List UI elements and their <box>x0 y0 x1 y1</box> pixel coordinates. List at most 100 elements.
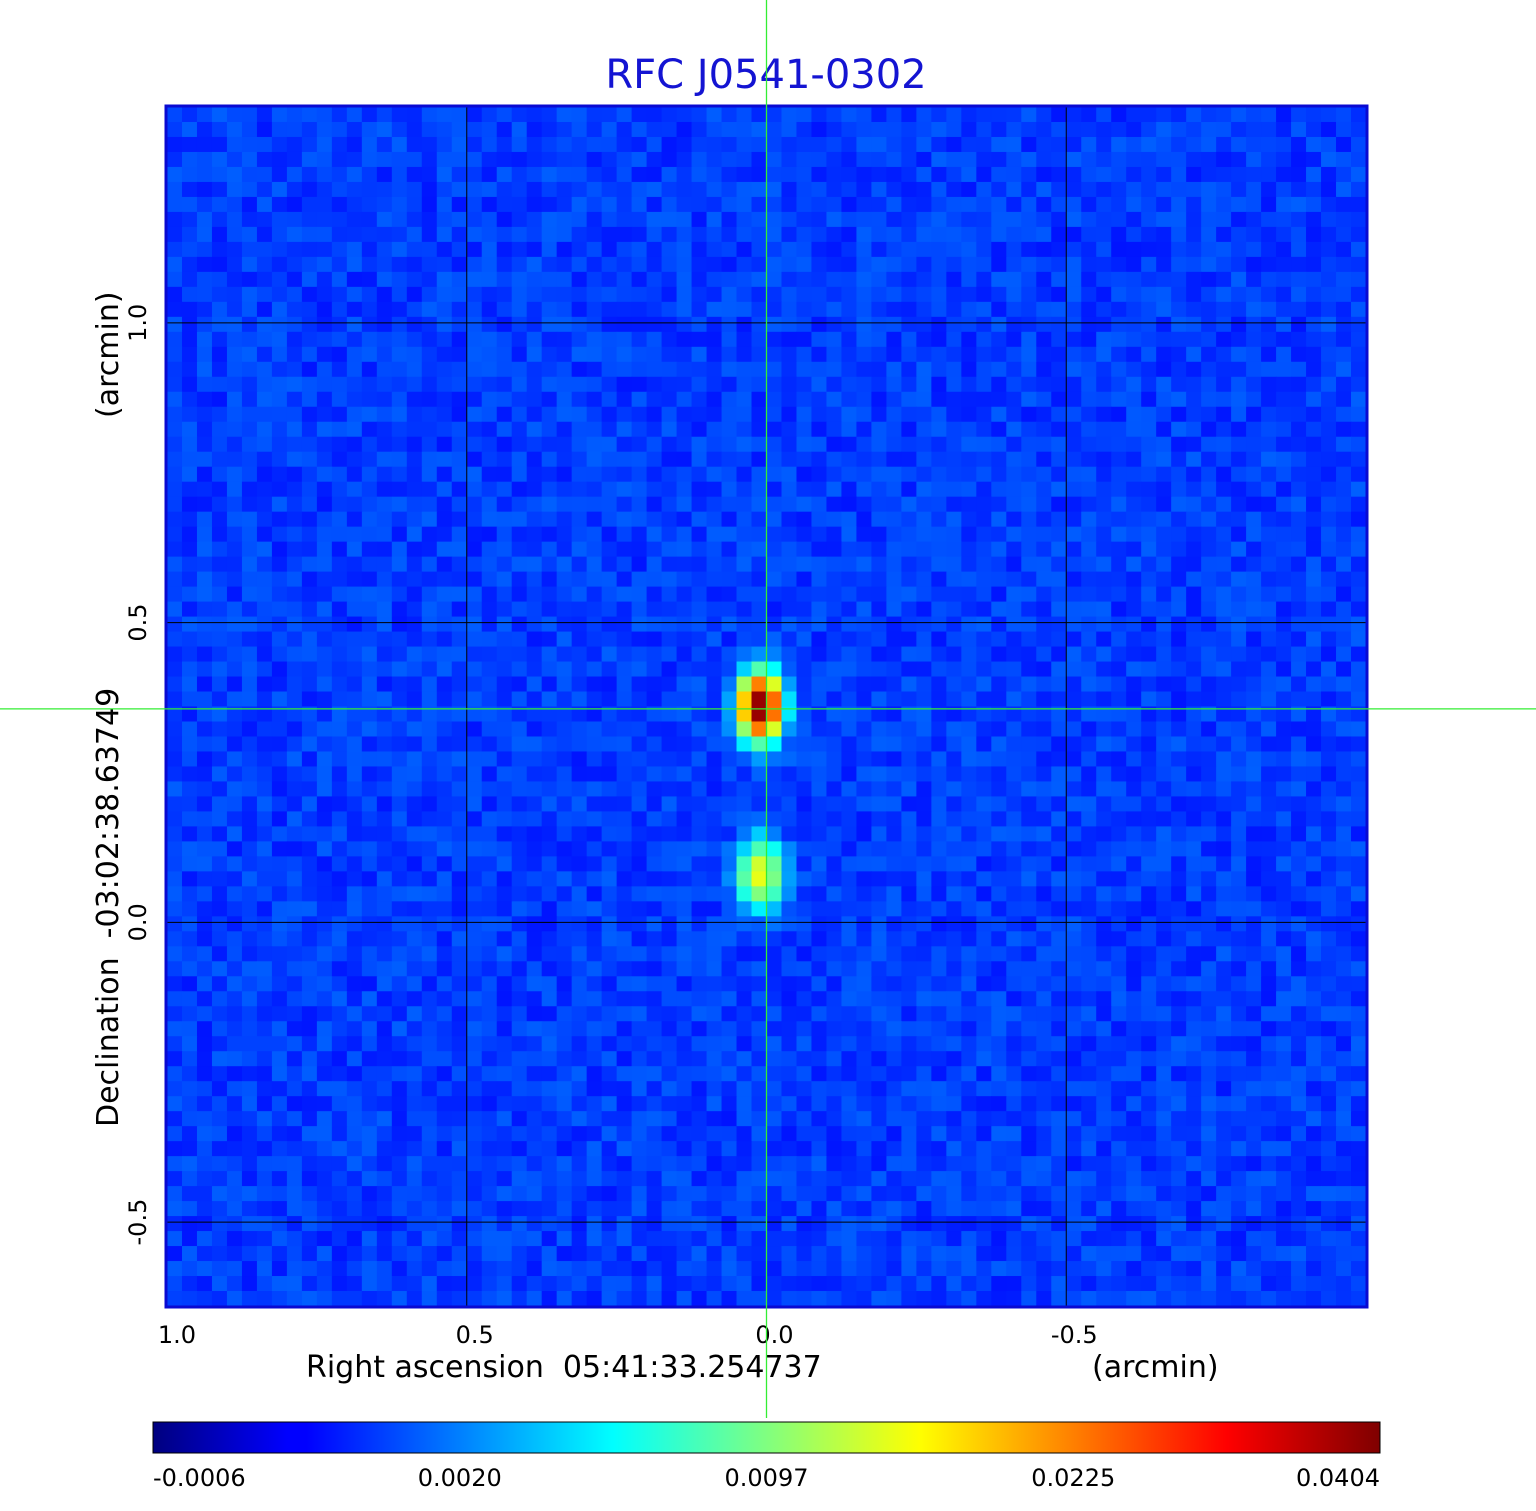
map-pixel <box>871 361 887 378</box>
map-pixel <box>781 676 798 693</box>
map-pixel <box>991 676 1007 693</box>
map-pixel <box>676 346 693 363</box>
map-pixel <box>1351 226 1366 243</box>
map-pixel <box>541 406 558 423</box>
map-pixel <box>1171 107 1187 123</box>
map-pixel <box>601 871 618 887</box>
map-pixel <box>436 886 453 902</box>
map-pixel <box>1231 571 1247 588</box>
map-pixel <box>1291 811 1307 827</box>
map-pixel <box>766 916 783 932</box>
map-pixel <box>421 946 438 962</box>
map-pixel <box>571 256 588 273</box>
map-pixel <box>286 931 303 947</box>
map-pixel <box>1291 556 1307 573</box>
map-pixel <box>1201 736 1217 753</box>
map-pixel <box>511 481 528 498</box>
map-pixel <box>346 376 363 393</box>
map-pixel <box>631 286 648 303</box>
map-pixel <box>586 766 603 783</box>
map-pixel <box>466 271 483 288</box>
map-pixel <box>991 661 1007 678</box>
map-pixel <box>826 316 843 333</box>
map-pixel <box>871 1021 887 1037</box>
map-pixel <box>1351 571 1366 588</box>
map-pixel <box>1111 286 1127 303</box>
map-pixel <box>1126 886 1142 902</box>
map-pixel <box>256 916 273 932</box>
map-pixel <box>841 721 858 738</box>
map-pixel <box>706 256 723 273</box>
map-pixel <box>736 916 753 932</box>
map-pixel <box>1276 391 1292 408</box>
map-pixel <box>631 316 648 333</box>
map-pixel <box>931 331 947 348</box>
map-pixel <box>721 886 738 902</box>
map-pixel <box>301 751 318 768</box>
map-pixel <box>1171 166 1187 183</box>
map-pixel <box>1186 451 1202 468</box>
map-pixel <box>1321 331 1337 348</box>
map-pixel <box>226 931 243 947</box>
map-pixel <box>961 121 977 138</box>
map-pixel <box>1126 586 1142 603</box>
map-pixel <box>991 721 1007 738</box>
map-pixel <box>646 931 663 947</box>
map-pixel <box>961 766 977 783</box>
map-pixel <box>781 196 798 213</box>
map-pixel <box>286 226 303 243</box>
map-pixel <box>781 616 798 633</box>
map-pixel <box>901 511 917 528</box>
map-pixel <box>601 421 618 438</box>
map-pixel <box>1171 181 1187 198</box>
map-pixel <box>421 1006 438 1022</box>
map-pixel <box>211 706 228 723</box>
map-pixel <box>1201 676 1217 693</box>
map-pixel <box>646 556 663 573</box>
map-pixel <box>766 961 783 977</box>
map-pixel <box>451 556 468 573</box>
map-pixel <box>991 616 1007 633</box>
map-pixel <box>466 346 483 363</box>
map-pixel <box>571 841 588 857</box>
map-pixel <box>901 886 917 902</box>
map-pixel <box>781 346 798 363</box>
map-pixel <box>1336 766 1352 783</box>
map-pixel <box>781 361 798 378</box>
plot-area <box>164 104 1369 1309</box>
map-pixel <box>331 556 348 573</box>
map-pixel <box>391 466 408 483</box>
map-pixel <box>601 811 618 827</box>
map-pixel <box>301 736 318 753</box>
map-pixel <box>346 841 363 857</box>
map-pixel <box>1231 181 1247 198</box>
map-pixel <box>676 151 693 168</box>
map-pixel <box>826 691 843 708</box>
map-pixel <box>466 256 483 273</box>
map-pixel <box>256 946 273 962</box>
map-pixel <box>196 436 213 453</box>
map-pixel <box>1156 871 1172 887</box>
map-pixel <box>526 616 543 633</box>
map-pixel <box>661 571 678 588</box>
map-pixel <box>631 586 648 603</box>
map-pixel <box>871 901 887 917</box>
map-pixel <box>556 751 573 768</box>
map-pixel <box>376 781 393 798</box>
map-pixel <box>1276 931 1292 947</box>
map-pixel <box>1126 631 1142 648</box>
map-pixel <box>1021 691 1037 708</box>
map-pixel <box>841 376 858 393</box>
map-pixel <box>826 736 843 753</box>
map-pixel <box>1066 256 1082 273</box>
map-pixel <box>1111 706 1127 723</box>
map-pixel <box>1291 226 1307 243</box>
map-pixel <box>271 107 288 123</box>
map-pixel <box>796 346 813 363</box>
map-pixel <box>256 646 273 663</box>
map-pixel <box>1186 811 1202 827</box>
map-pixel <box>991 991 1007 1007</box>
map-pixel <box>901 871 917 887</box>
map-pixel <box>1051 541 1067 558</box>
map-pixel <box>631 736 648 753</box>
